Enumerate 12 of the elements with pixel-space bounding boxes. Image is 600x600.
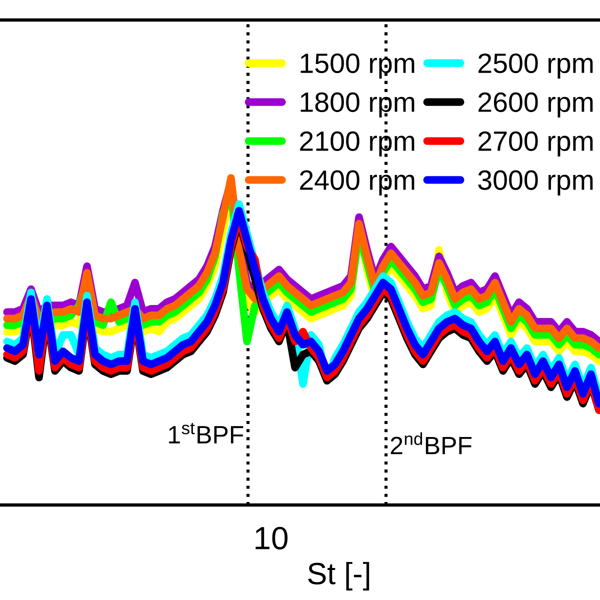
text: 10 xyxy=(256,526,288,550)
legend-label: 1500 rpm xyxy=(300,53,414,79)
legend-label: 2100 rpm xyxy=(300,131,414,157)
legend-label: 2400 rpm xyxy=(300,170,414,196)
text: 2$^{nd}$BPF xyxy=(390,432,472,454)
text: 1$^{st}$BPF xyxy=(169,422,244,444)
legend-label: 2700 rpm xyxy=(478,131,593,157)
x-axis-title: St [-] xyxy=(308,562,370,590)
legend-label: 2500 rpm xyxy=(478,53,593,79)
legend-label: 1800 rpm xyxy=(300,92,414,118)
legend-label: 2600 rpm xyxy=(478,92,593,118)
legend-label: 3000 rpm xyxy=(478,170,593,196)
